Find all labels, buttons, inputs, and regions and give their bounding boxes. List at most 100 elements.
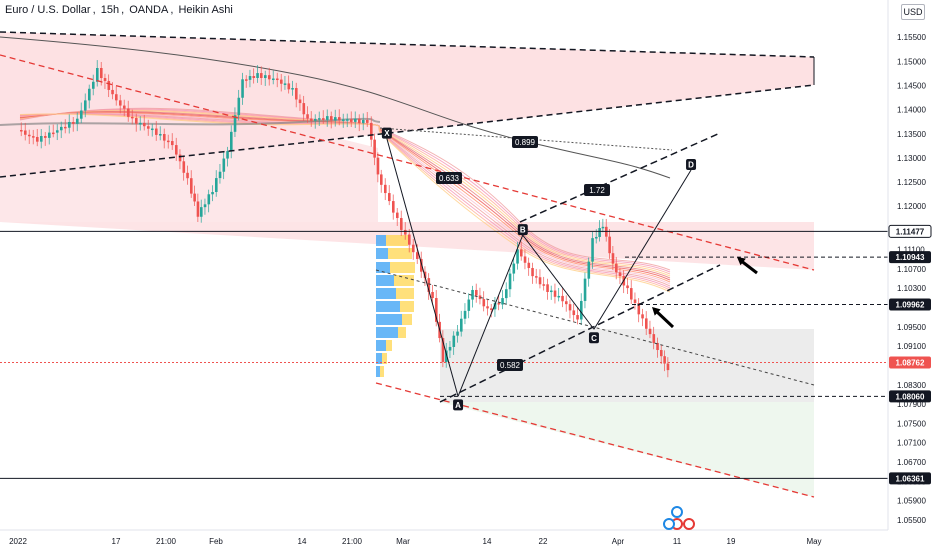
symbol-name: Euro / U.S. Dollar [5, 4, 91, 16]
candle-body [408, 234, 411, 245]
arrow-head [737, 257, 746, 266]
candle-body [96, 68, 99, 82]
candle-body [190, 178, 193, 194]
ratio-label-box [512, 136, 538, 148]
volume-profile-bar [376, 327, 398, 338]
volume-profile-bar [398, 327, 406, 338]
candle-body [420, 258, 423, 272]
candle-body [222, 158, 226, 172]
economic-event-icon[interactable] [683, 518, 695, 530]
candle-body [565, 301, 568, 305]
red-lower-line [375, 382, 815, 498]
candle-body [123, 105, 126, 109]
candle-body [445, 350, 448, 362]
candle-body [252, 76, 256, 78]
ratio-label: 0.899 [515, 138, 536, 147]
candle-body [127, 108, 130, 117]
candle-body [334, 117, 337, 121]
candle-body [508, 273, 512, 290]
candle-body [373, 139, 376, 158]
candle-body [32, 136, 35, 138]
candle-body [103, 78, 107, 81]
wedge-upper-line [0, 31, 815, 58]
time-tick-label: 14 [298, 537, 307, 546]
volume-profile-bar [376, 366, 380, 377]
time-tick-label: 22 [539, 537, 548, 546]
economic-event-icon[interactable] [671, 506, 683, 518]
candle-body [557, 295, 561, 298]
candle-body [572, 310, 576, 316]
candle-body [342, 119, 345, 121]
volume-profile-bar [388, 248, 412, 259]
candle-body [527, 262, 531, 269]
candle-body [362, 120, 365, 124]
candle-body [40, 136, 43, 142]
time-tick-label: 2022 [9, 537, 27, 546]
price-tag-label: 1.10943 [896, 253, 925, 262]
price-tick-label: 1.12000 [897, 202, 926, 211]
volume-profile-bar [400, 301, 414, 312]
candle-body [652, 334, 656, 343]
ratio-label: 0.633 [439, 174, 460, 183]
candle-body [431, 291, 434, 299]
candle-body [448, 346, 452, 351]
price-tag-label: 1.08762 [896, 358, 925, 367]
time-tick-label: Feb [209, 537, 223, 546]
candle-body [139, 122, 142, 125]
candle-body [175, 145, 178, 155]
pattern-point-label: X [384, 129, 390, 138]
candle-body [135, 118, 138, 124]
pattern-point-box [453, 399, 464, 411]
candle-body [111, 89, 114, 95]
economic-event-icon[interactable] [663, 518, 675, 530]
candle-body [171, 141, 174, 146]
candle-body [478, 295, 482, 300]
candle-body [580, 300, 583, 320]
volume-profile-bar [376, 248, 388, 259]
target-zone [440, 329, 814, 402]
candle-body [645, 318, 648, 329]
currency-button[interactable]: USD [901, 4, 925, 20]
candle-body [350, 119, 353, 122]
candle-body [587, 261, 591, 279]
price-tag-box [888, 224, 932, 238]
candle-body [248, 76, 252, 80]
price-tag-label: 1.11477 [896, 227, 925, 236]
candle-body [291, 88, 294, 90]
candle-body [456, 331, 459, 336]
candle-body [501, 298, 504, 305]
candle-body [44, 136, 47, 138]
ratio-label: 0.582 [500, 361, 521, 370]
candle-body [666, 363, 670, 371]
candle-body [107, 80, 111, 90]
candle-body [207, 194, 211, 205]
interval-label: 15h [100, 4, 120, 16]
candle-body [143, 122, 146, 127]
candle-body [463, 310, 467, 319]
candle-body [72, 122, 75, 124]
pattern-point-box [686, 158, 697, 170]
ratio-label-box [436, 172, 462, 184]
candle-body [663, 356, 666, 364]
volume-profile-layer [376, 235, 415, 377]
candle-body [542, 284, 546, 286]
volume-profile-bar [376, 353, 382, 364]
candle-body [396, 212, 399, 219]
candle-body [535, 276, 538, 278]
time-tick-label: May [806, 537, 821, 546]
candle-body [505, 289, 508, 299]
candle-body [384, 184, 387, 194]
candle-body [366, 120, 369, 123]
candle-body [516, 249, 519, 264]
candle-body [310, 118, 313, 121]
candle-body [167, 140, 170, 143]
candle-body [24, 130, 27, 135]
candle-body [193, 193, 196, 202]
candle-body [626, 285, 629, 289]
candle-body [147, 126, 150, 129]
candle-body [512, 263, 516, 274]
candle-body [611, 253, 615, 264]
candle-body [260, 73, 263, 78]
red-descending-line [0, 54, 815, 271]
